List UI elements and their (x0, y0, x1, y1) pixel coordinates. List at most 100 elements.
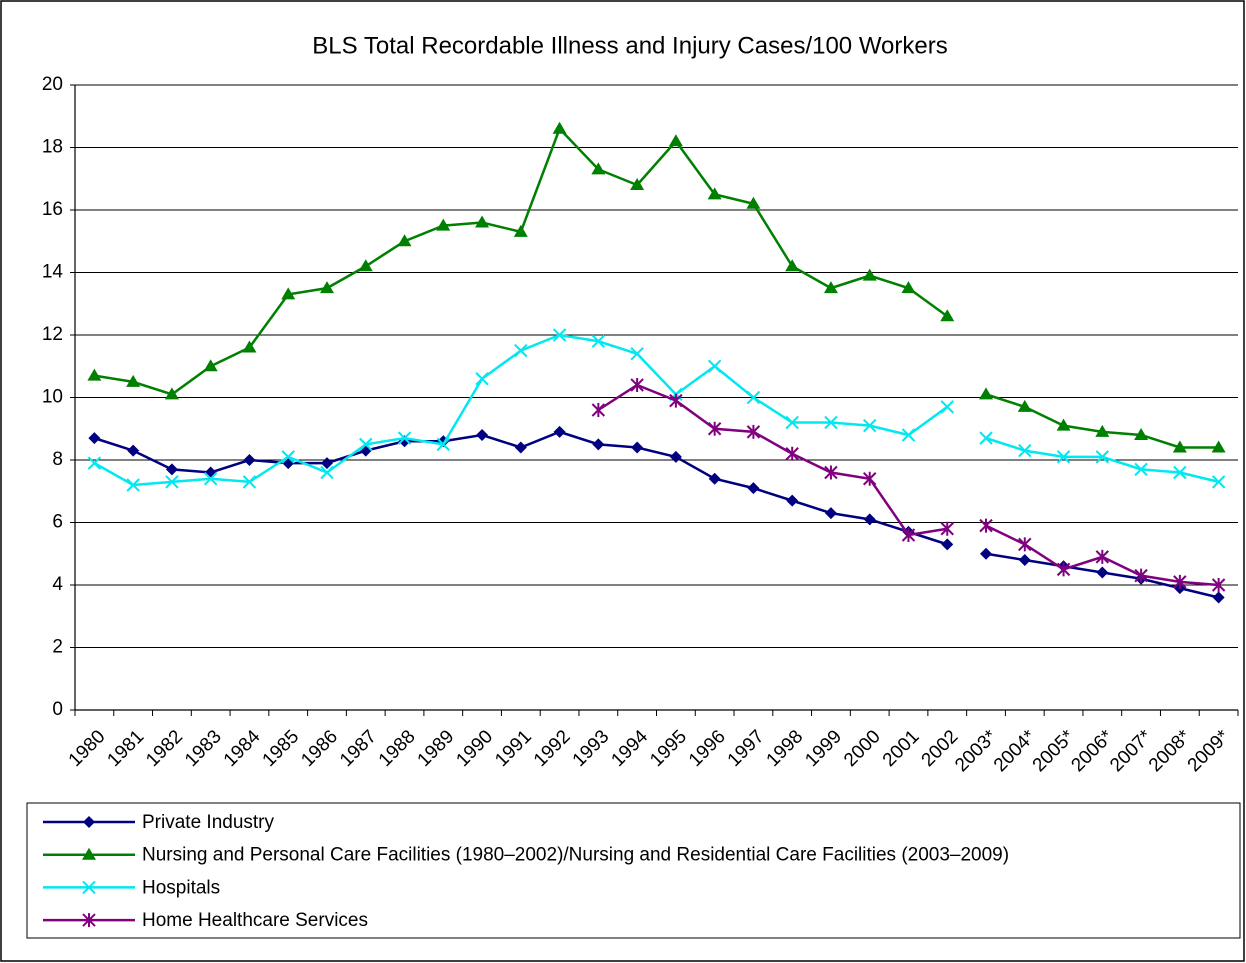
marker (1095, 450, 1110, 464)
triangle-marker (1095, 424, 1110, 437)
x-marker (940, 400, 954, 414)
marker (397, 234, 412, 247)
triangle-marker (436, 218, 451, 231)
marker (901, 528, 916, 542)
marker (281, 450, 295, 464)
marker (1018, 443, 1032, 458)
triangle-marker (513, 224, 528, 237)
marker (668, 134, 683, 147)
diamond-marker (592, 438, 605, 451)
marker (476, 429, 489, 441)
x-marker (514, 343, 528, 358)
marker (630, 347, 644, 361)
marker (1017, 399, 1032, 412)
triangle-marker (785, 259, 800, 272)
marker (1134, 568, 1148, 583)
marker (203, 472, 218, 486)
marker (630, 378, 644, 392)
x-marker (1095, 450, 1110, 464)
legend-label: Home Healthcare Services (142, 910, 368, 931)
marker (669, 393, 683, 408)
marker (785, 446, 799, 461)
marker (127, 444, 140, 457)
triangle-marker (862, 268, 877, 281)
diamond-marker (863, 513, 876, 526)
marker (591, 334, 606, 348)
marker (863, 418, 877, 433)
triangle-marker (1134, 428, 1149, 440)
x-marker (824, 415, 838, 430)
diamond-marker (553, 425, 566, 438)
y-tick-label: 8 (52, 449, 63, 470)
legend-label: Hospitals (142, 877, 220, 898)
diamond-marker (824, 507, 837, 520)
diamond-marker (980, 547, 993, 560)
marker (1056, 562, 1071, 577)
marker (397, 431, 412, 445)
marker (514, 343, 528, 358)
diamond-marker (320, 457, 333, 470)
triangle-marker (82, 847, 96, 860)
marker (553, 425, 566, 438)
marker (1211, 578, 1226, 592)
y-tick-label: 18 (42, 137, 63, 158)
triangle-marker (475, 215, 490, 228)
diamond-marker (476, 429, 489, 441)
marker (1211, 475, 1226, 489)
legend-label: Nursing and Personal Care Facilities (19… (142, 845, 1009, 866)
marker (979, 387, 994, 400)
marker (1173, 465, 1187, 480)
triangle-marker (397, 234, 412, 247)
triangle-marker (591, 162, 606, 175)
marker (281, 287, 296, 300)
marker (941, 538, 954, 551)
x-marker (1211, 475, 1226, 489)
marker (514, 441, 527, 454)
x-marker (785, 415, 799, 430)
marker (707, 421, 722, 436)
triangle-marker (552, 121, 567, 134)
marker (940, 400, 954, 414)
marker (359, 437, 373, 452)
marker (824, 465, 838, 480)
triangle-marker (746, 196, 761, 209)
marker (979, 518, 993, 533)
y-tick-label: 20 (42, 74, 63, 95)
y-tick-label: 6 (52, 512, 63, 533)
y-tick-label: 2 (52, 637, 63, 658)
marker (436, 218, 451, 231)
x-marker (475, 372, 489, 386)
marker (708, 472, 721, 485)
triangle-marker (630, 178, 645, 190)
diamond-marker (127, 444, 140, 457)
x-marker (979, 431, 993, 445)
marker (746, 424, 761, 439)
marker (901, 428, 916, 442)
marker (901, 281, 916, 294)
marker (980, 547, 993, 560)
triangle-marker (203, 359, 218, 372)
triangle-marker (358, 259, 373, 272)
marker (707, 187, 722, 200)
marker (83, 816, 95, 828)
marker (1172, 440, 1187, 453)
marker (669, 450, 682, 463)
marker (591, 162, 606, 175)
marker (631, 441, 644, 454)
legend-label: Private Industry (142, 812, 274, 833)
x-marker (281, 450, 295, 464)
marker (203, 359, 218, 372)
marker (164, 387, 179, 400)
triangle-marker (1056, 418, 1071, 431)
x-marker (87, 456, 102, 470)
marker (746, 390, 761, 405)
marker (513, 224, 528, 237)
marker (243, 454, 256, 466)
diamond-marker (941, 538, 954, 551)
marker (87, 456, 102, 470)
marker (320, 465, 334, 480)
x-marker (863, 418, 877, 433)
triangle-marker (242, 340, 257, 353)
x-marker (746, 390, 761, 405)
triangle-marker (1172, 440, 1187, 453)
